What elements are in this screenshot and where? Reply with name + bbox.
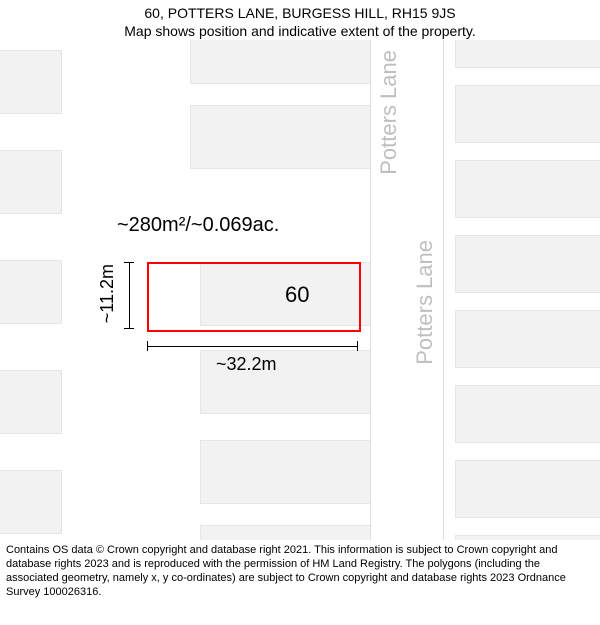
dim-line-height: [129, 262, 130, 328]
dim-tick-height-bottom: [124, 328, 134, 329]
header: 60, POTTERS LANE, BURGESS HILL, RH15 9JS…: [0, 0, 600, 40]
building: [455, 535, 600, 540]
area-label: ~280m²/~0.069ac.: [117, 214, 279, 237]
building: [200, 440, 374, 504]
dim-tick-width-right: [357, 341, 358, 351]
building: [455, 40, 600, 68]
map-area: Potters Lane Potters Lane 60 ~280m²/~0.0…: [0, 40, 600, 540]
building: [455, 385, 600, 443]
dim-text-width: ~32.2m: [216, 354, 277, 375]
dim-tick-height-top: [124, 262, 134, 263]
building: [0, 150, 62, 214]
dim-tick-width-left: [147, 341, 148, 351]
building: [455, 460, 600, 518]
building: [455, 235, 600, 293]
footer-attribution: Contains OS data © Crown copyright and d…: [0, 540, 600, 599]
building: [0, 50, 62, 114]
building: [200, 525, 374, 540]
building: [0, 470, 62, 534]
building: [0, 260, 62, 324]
building: [455, 85, 600, 143]
property-outline: [147, 262, 361, 332]
building: [190, 105, 372, 169]
building: [190, 40, 372, 84]
building: [0, 370, 62, 434]
building: [455, 160, 600, 218]
building: [455, 310, 600, 368]
dim-text-height: ~11.2m: [97, 264, 118, 323]
page-title: 60, POTTERS LANE, BURGESS HILL, RH15 9JS: [0, 4, 600, 22]
dim-line-width: [147, 346, 357, 347]
page-subtitle: Map shows position and indicative extent…: [0, 22, 600, 40]
property-number: 60: [285, 282, 309, 308]
road-label-right: Potters Lane: [412, 240, 438, 365]
road-label-left: Potters Lane: [376, 50, 402, 175]
